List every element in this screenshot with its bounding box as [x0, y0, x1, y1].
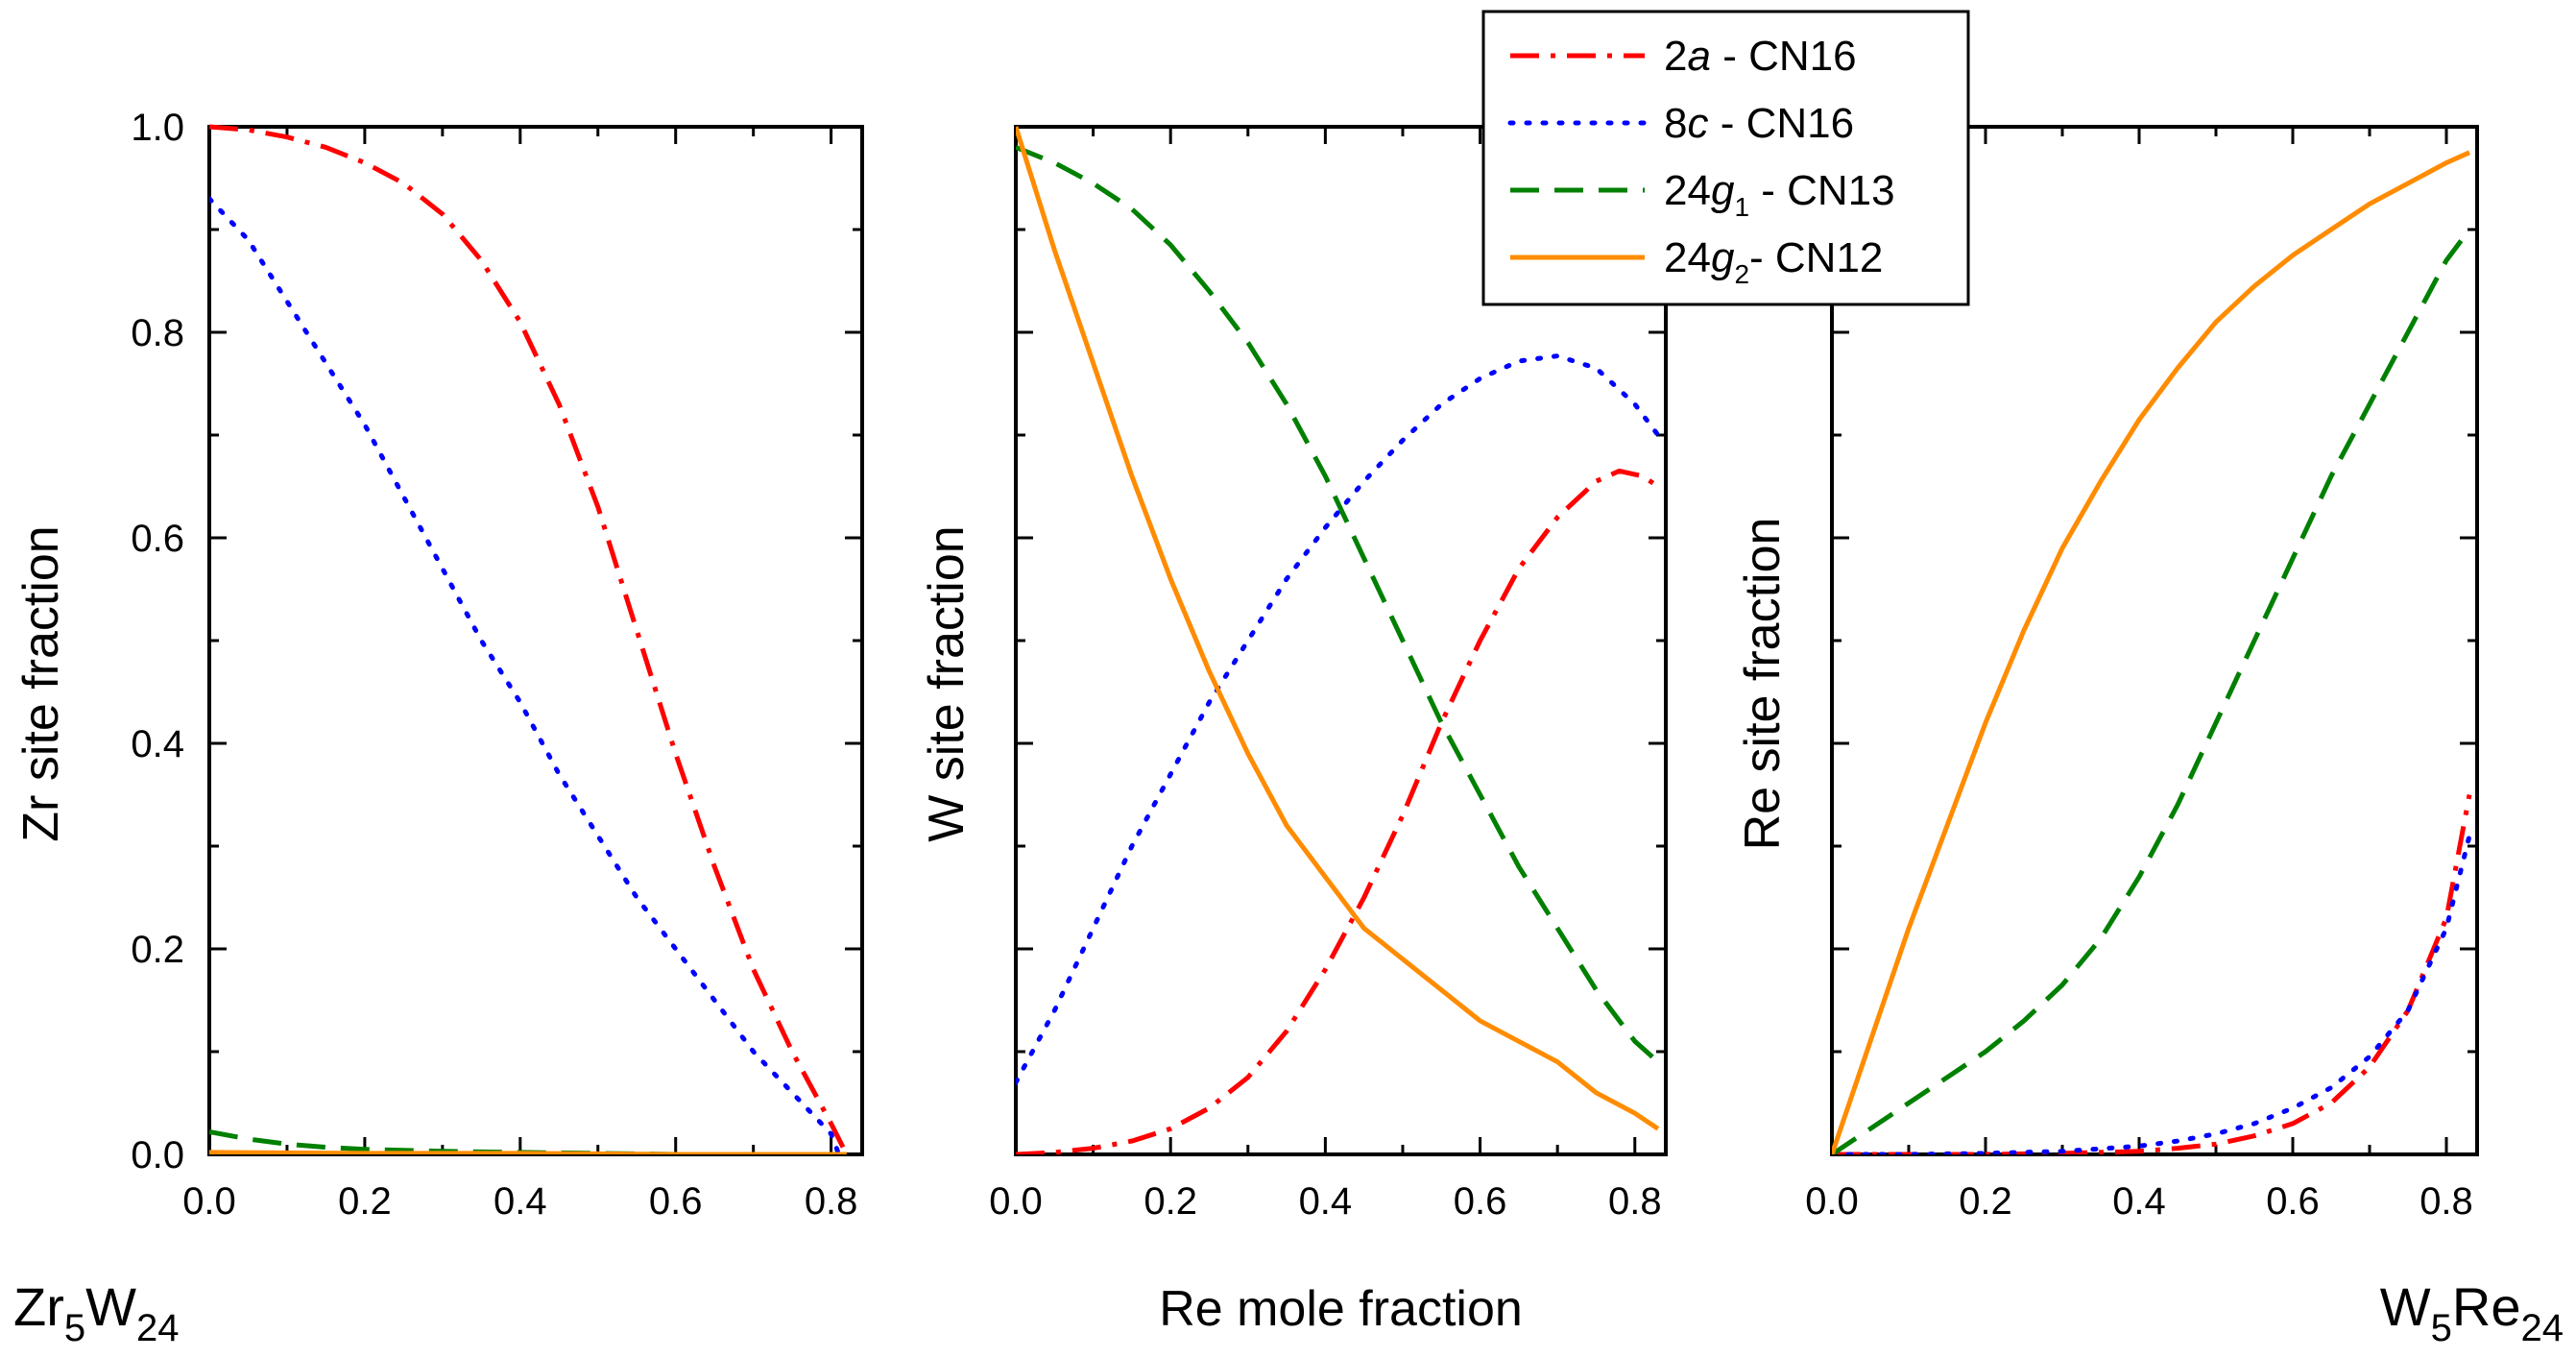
y-tick-label: 0.4 [131, 723, 184, 765]
y-tick-label: 0.8 [131, 312, 184, 354]
x-tick-label: 0.2 [1144, 1180, 1197, 1223]
y-tick-label: 0.6 [131, 518, 184, 560]
x-tick-label: 0.8 [805, 1180, 858, 1223]
series-line-2a-cn16 [1832, 794, 2472, 1154]
x-tick-label: 0.4 [2112, 1180, 2166, 1223]
legend-entry-label: 24g2- CN12 [1664, 234, 1883, 289]
x-tick-label: 0.8 [2420, 1180, 2473, 1223]
series-line-2a-cn16 [209, 124, 850, 1154]
x-tick-label: 0.2 [1959, 1180, 2012, 1223]
x-tick-label: 0.6 [1454, 1180, 1507, 1223]
series-line-24g1-cn13 [1016, 145, 1660, 1064]
panels: 0.0 0.2 0.4 0.6 0.8 0.0 0.2 0.4 0.6 0.8 1.0 Zr site… [13, 107, 2564, 1349]
x-tick-label: 0.0 [182, 1180, 236, 1223]
y-tick-label: 0.2 [131, 929, 184, 971]
legend-entry-label: 8c - CN16 [1664, 100, 1854, 147]
series-line-24g1-cn13 [1832, 228, 2472, 1154]
series-line-2a-cn16 [1016, 468, 1660, 1154]
x-tick-label: 0.2 [338, 1180, 392, 1223]
panel-left: 0.0 0.2 0.4 0.6 0.8 0.0 0.2 0.4 0.6 0.8 1.0 Zr site… [13, 107, 864, 1349]
compound-label: W5Re24 [2380, 1276, 2564, 1349]
plot-frame [207, 125, 864, 1156]
x-tick-label: 0.4 [1299, 1180, 1353, 1223]
panel-middle: 0.0 0.2 0.4 0.6 0.8 W site fraction Re mole fr… [919, 125, 1668, 1337]
x-tick-label: 0.6 [649, 1180, 703, 1223]
series-line-8c-cn16 [1016, 353, 1661, 1085]
y-axis-label: W site fraction [919, 525, 975, 841]
series-line-24g2-cn12 [1016, 126, 1660, 1131]
series-line-8c-cn16 [1832, 833, 2472, 1154]
legend-entry-label: 2a - CN16 [1664, 33, 1857, 80]
x-axis-label: Re mole fraction [1159, 1281, 1523, 1337]
series-line-24g2-cn12 [209, 1150, 847, 1154]
legend-entry-label: 24g1 - CN13 [1664, 167, 1895, 222]
compound-label: Zr5W24 [13, 1276, 179, 1349]
x-tick-label: 0.6 [2266, 1180, 2320, 1223]
y-tick-label: 1.0 [131, 107, 184, 149]
x-tick-label: 0.4 [494, 1180, 547, 1223]
panel-right: 0.0 0.2 0.4 0.6 0.8 Re site fraction W5Re24 [1735, 125, 2564, 1349]
series-line-8c-cn16 [209, 196, 842, 1154]
x-tick-label: 0.0 [989, 1180, 1043, 1223]
y-tick-label: 0.0 [131, 1134, 184, 1176]
y-axis-label: Zr site fraction [13, 525, 69, 841]
y-axis-label: Re site fraction [1735, 518, 1791, 851]
legend: 2a - CN16 8c - CN16 24g1 - CN13 24g2- CN12 [1481, 10, 1970, 306]
x-tick-label: 0.0 [1805, 1180, 1859, 1223]
series-line-24g2-cn12 [1832, 150, 2471, 1154]
x-tick-label: 0.8 [1608, 1180, 1662, 1223]
